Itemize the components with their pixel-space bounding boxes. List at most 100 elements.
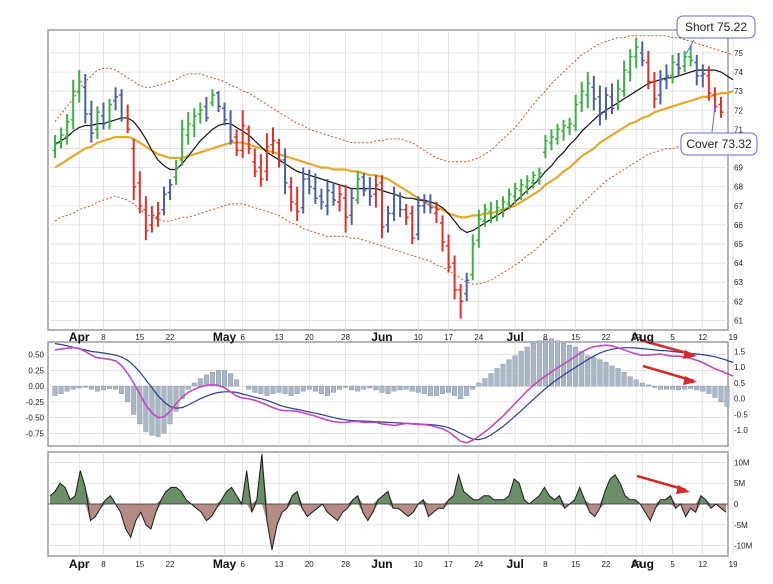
macd-histogram-bar	[548, 338, 554, 387]
macd-histogram-bar	[512, 355, 518, 387]
price-tick-label: 65	[734, 240, 743, 249]
macd-histogram-bar	[724, 385, 730, 407]
macd-left-tick-label: 0.00	[28, 382, 44, 391]
ohlc-bar	[173, 159, 179, 185]
ohlc-bar	[361, 173, 367, 197]
price-y-axis: 616263646566676869707172737475	[734, 49, 743, 326]
day-label: 12	[698, 333, 707, 342]
day-label: 15	[571, 333, 580, 342]
ohlc-bar	[203, 96, 209, 122]
macd-histogram-bar	[657, 385, 663, 390]
macd-right-tick-label: 1.5	[734, 347, 746, 356]
ohlc-bar	[312, 173, 318, 204]
macd-histogram-bar	[488, 373, 494, 387]
ohlc-bar	[694, 54, 700, 86]
ohlc-bar	[452, 255, 458, 300]
ohlc-bar	[185, 112, 191, 145]
macd-histogram-bar	[688, 385, 694, 389]
ohlc-bar	[252, 148, 258, 178]
macd-histogram-bar	[349, 385, 355, 391]
macd-histogram-bar	[391, 385, 397, 392]
short-callout-label: Short 75.22	[685, 20, 747, 34]
ohlc-bar	[94, 106, 100, 139]
macd-right-tick-label: 0.5	[734, 379, 746, 388]
macd-histogram-bar	[222, 370, 228, 387]
day-label: 5	[670, 560, 675, 569]
ohlc-bar	[439, 215, 445, 252]
cover-callout-label: Cover 73.32	[686, 137, 752, 151]
sma-gold-line	[54, 90, 734, 219]
macd-histogram-bar	[663, 385, 669, 390]
trade-callouts: Short 75.22 Cover 73.32	[676, 15, 758, 156]
ohlc-bar	[676, 52, 682, 76]
macd-histogram-bar	[318, 385, 324, 394]
macd-right-tick-label: 1.0	[734, 363, 746, 372]
macd-histogram-bar	[718, 385, 724, 403]
macd-histogram-bar	[500, 363, 506, 387]
volume-arrow	[636, 474, 690, 494]
macd-histogram-bar	[530, 343, 536, 387]
ohlc-bar	[524, 175, 530, 195]
macd-histogram-bar	[137, 385, 143, 425]
price-tick-label: 67	[734, 202, 743, 211]
macd-histogram-bar	[306, 385, 312, 390]
ohlc-bar	[542, 135, 548, 159]
ohlc-bar	[58, 127, 64, 149]
macd-histogram-bar	[555, 340, 561, 387]
ohlc-bar	[64, 114, 70, 145]
ohlc-bar	[276, 138, 282, 168]
ohlc-bar	[567, 117, 573, 136]
day-label: 17	[444, 333, 453, 342]
day-label: 24	[474, 333, 483, 342]
macd-histogram-bar	[119, 385, 125, 394]
macd-histogram-bar	[70, 385, 76, 390]
macd-histogram-bar	[337, 385, 343, 390]
macd-histogram-bar	[542, 338, 548, 387]
ohlc-bar	[119, 89, 125, 122]
macd-histogram-bar	[64, 385, 70, 392]
ohlc-bar	[627, 49, 633, 82]
macd-histogram-bar	[415, 385, 421, 393]
macd-histogram-bar	[585, 355, 591, 387]
ohlc-bar	[52, 135, 58, 159]
ohlc-bar	[88, 100, 94, 143]
ohlc-bar	[161, 186, 167, 216]
ohlc-bar	[670, 54, 676, 84]
macd-histogram-bar	[82, 385, 88, 388]
arrow-macd-lower-head	[683, 376, 697, 385]
ohlc-bar	[718, 96, 724, 118]
day-label: 10	[414, 560, 423, 569]
macd-histogram-bar	[518, 351, 524, 387]
day-label: 13	[275, 560, 284, 569]
macd-histogram-bar	[300, 385, 306, 392]
macd-histogram-bar	[470, 385, 476, 390]
day-label: 15	[135, 333, 144, 342]
ohlc-bar	[270, 127, 276, 155]
ohlc-bar	[131, 138, 137, 201]
day-label: 8	[101, 333, 106, 342]
ohlc-bar	[506, 188, 512, 210]
price-tick-label: 66	[734, 221, 743, 230]
day-label: 28	[341, 560, 350, 569]
macd-histogram-bar	[294, 385, 300, 394]
short-callout: Short 75.22	[676, 15, 756, 55]
ohlc-bar	[125, 104, 131, 134]
macd-histogram-bar	[197, 378, 203, 387]
macd-lines	[54, 343, 734, 444]
ohlc-bar	[476, 209, 482, 248]
ohlc-bar	[234, 129, 240, 157]
macd-histogram-bar	[52, 385, 58, 396]
macd-histogram-bar	[421, 385, 427, 394]
macd-histogram-bar	[712, 385, 718, 398]
macd-histogram-bar	[258, 385, 264, 394]
macd-histogram-bar	[343, 385, 349, 388]
macd-histogram-bar	[228, 373, 234, 387]
price-grid	[48, 30, 734, 330]
macd-histogram-bar	[609, 365, 615, 387]
macd-histogram-bar	[379, 385, 385, 393]
ohlc-bar	[300, 167, 306, 214]
x-axis-labels-bottom: Apr May Jun Jul Aug 8 15 22 6 13 20 28 10 17 24 8 15 22 29…	[69, 557, 738, 571]
ohlc-bar	[349, 188, 355, 225]
macd-histogram-bar	[125, 385, 131, 403]
price-tick-label: 75	[734, 49, 743, 58]
